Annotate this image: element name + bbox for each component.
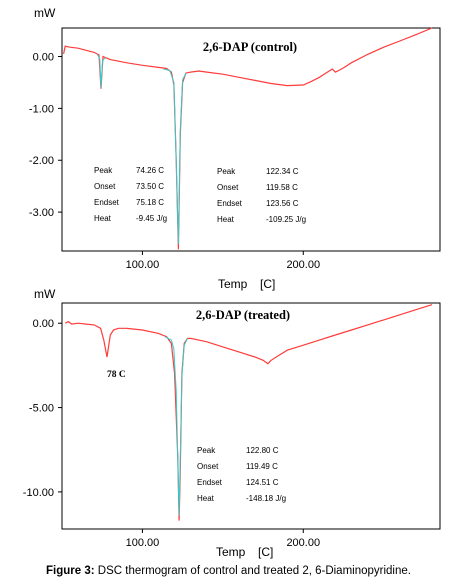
readout-label: Onset [217, 183, 239, 192]
readout-value: -148.18 J/g [246, 494, 286, 503]
control-title: 2,6-DAP (control) [203, 40, 297, 54]
treated-xunit: [C] [258, 545, 273, 559]
control-y-tick-label: -3.00 [29, 207, 54, 219]
readout-label: Onset [197, 462, 219, 471]
treated-panel: mW 2,6-DAP (treated) 0.00 -5.00 -10.00 100… [23, 287, 441, 559]
readout-value: 119.49 C [246, 462, 278, 471]
readout-value: 124.51 C [246, 478, 279, 487]
treated-x-tick-label: 100.00 [126, 537, 160, 549]
treated-x-tick-label: 200.00 [286, 537, 320, 549]
control-plot-frame [61, 27, 441, 252]
readout-label: Endset [94, 198, 120, 207]
readout-label: Heat [197, 494, 215, 503]
readout-label: Peak [197, 446, 216, 455]
control-y-axis: 0.00 -1.00 -2.00 -3.00 [29, 52, 62, 219]
readout-value: -109.25 J/g [266, 215, 306, 224]
control-peak-1-readout: Peak Onset Endset Heat 74.26 C 73.50 C 7… [94, 166, 167, 223]
readout-value: 75.18 C [136, 198, 164, 207]
readout-label: Onset [94, 182, 116, 191]
readout-label: Endset [197, 478, 223, 487]
readout-label: Heat [94, 214, 112, 223]
control-peak-2-readout: Peak Onset Endset Heat 122.34 C 119.58 C… [217, 167, 306, 224]
treated-peak-readout: Peak Onset Endset Heat 122.80 C 119.49 C… [197, 446, 286, 503]
caption-label: Figure 3: [46, 565, 95, 577]
control-y-tick-label: -1.00 [29, 103, 54, 115]
control-trace-line [63, 27, 433, 250]
readout-value: 122.34 C [266, 167, 299, 176]
readout-label: Peak [217, 167, 236, 176]
treated-y-axis: 0.00 -5.00 -10.00 [23, 318, 62, 499]
treated-x-axis: 100.00 200.00 [126, 529, 320, 549]
readout-value: 73.50 C [136, 182, 164, 191]
readout-value: 74.26 C [136, 166, 164, 175]
control-panel: mW 2,6-DAP (control) 0.00 -1.00 -2.00 -3.00… [29, 6, 441, 291]
dsc-figure: mW 2,6-DAP (control) 0.00 -1.00 -2.00 -3.00… [23, 6, 441, 559]
readout-value: 123.56 C [266, 199, 299, 208]
control-baseline-peak-2 [163, 68, 187, 245]
readout-label: Heat [217, 215, 235, 224]
control-x-tick-label: 100.00 [126, 259, 160, 271]
control-ylabel: mW [34, 6, 56, 20]
control-x-tick-label: 200.00 [286, 259, 320, 271]
control-y-tick-label: 0.00 [33, 52, 54, 64]
caption-text: DSC thermogram of control and treated 2,… [94, 565, 411, 577]
treated-y-tick-label: 0.00 [33, 318, 54, 330]
readout-value: 122.80 C [246, 446, 279, 455]
readout-value: -9.45 J/g [136, 214, 167, 223]
control-baseline-peak-1 [96, 54, 106, 88]
readout-label: Endset [217, 199, 243, 208]
readout-value: 119.58 C [266, 183, 298, 192]
treated-baseline-peak [164, 336, 188, 516]
treated-xlabel: Temp [216, 545, 246, 559]
treated-plot-frame [61, 302, 441, 530]
treated-trace-line [64, 304, 433, 521]
treated-peak-78-label: 78 C [107, 370, 126, 380]
control-x-axis: 100.00 200.00 [126, 251, 320, 271]
control-xunit: [C] [260, 277, 275, 291]
treated-title: 2,6-DAP (treated) [196, 308, 290, 322]
control-xlabel: Temp [218, 277, 248, 291]
readout-label: Peak [94, 166, 113, 175]
treated-ylabel: mW [34, 287, 56, 301]
treated-y-tick-label: -5.00 [29, 403, 54, 415]
treated-y-tick-label: -10.00 [23, 487, 54, 499]
control-y-tick-label: -2.00 [29, 155, 54, 167]
figure-caption: Figure 3: DSC thermogram of control and … [0, 565, 457, 577]
